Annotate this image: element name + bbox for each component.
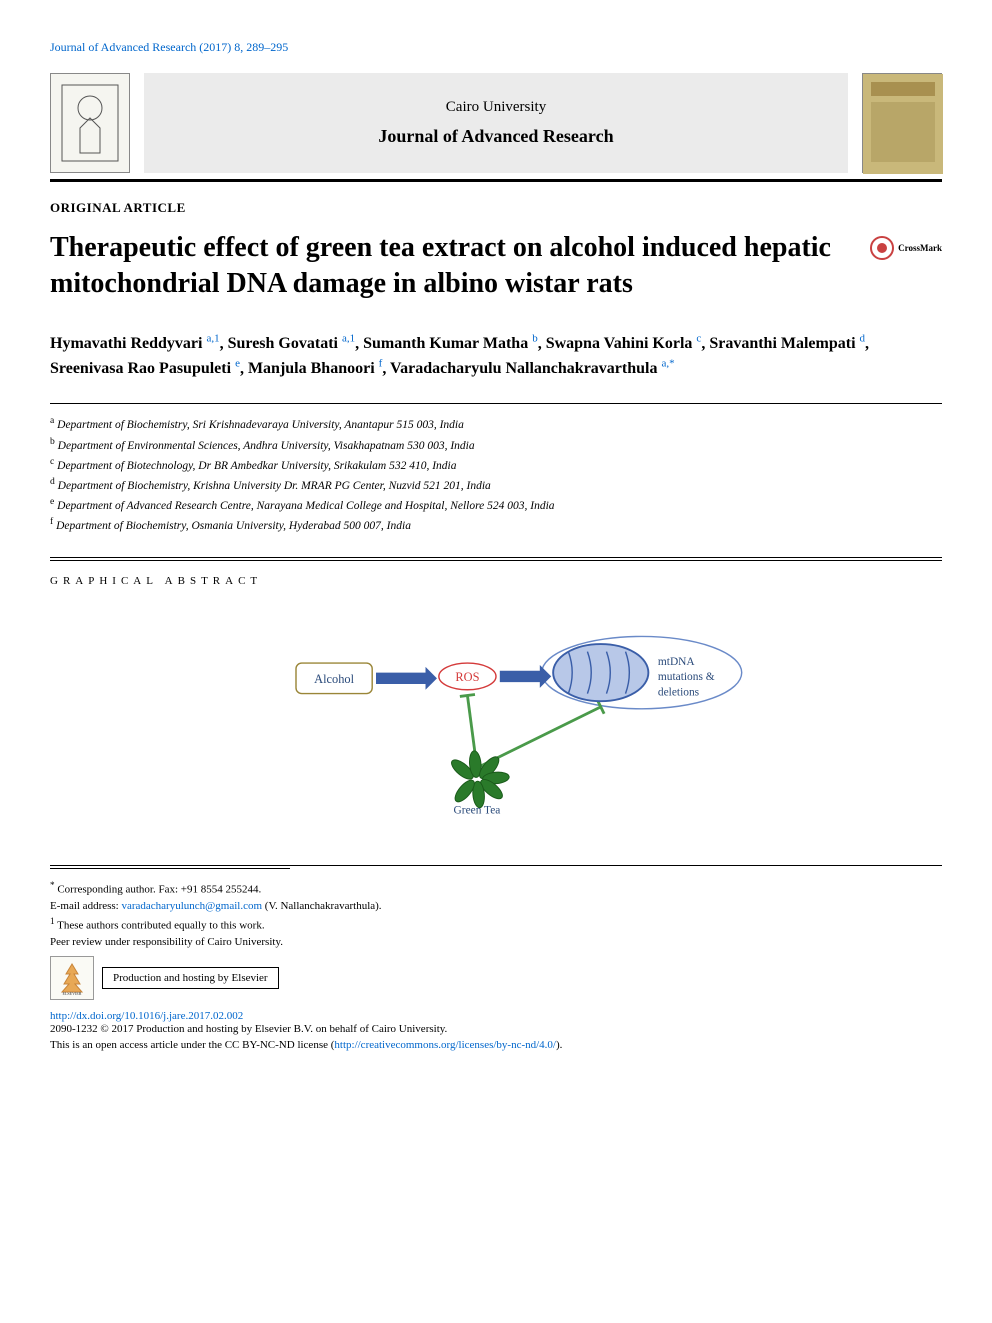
divider [50,868,290,869]
affiliation: b Department of Environmental Sciences, … [50,435,942,455]
email-note: E-mail address: varadacharyulunch@gmail.… [50,898,942,915]
university-name: Cairo University [446,99,546,116]
svg-text:mtDNA: mtDNA [658,656,696,668]
affiliation: c Department of Biotechnology, Dr BR Amb… [50,455,942,475]
journal-title-box: Cairo University Journal of Advanced Res… [144,73,848,173]
divider [50,179,942,182]
journal-name: Journal of Advanced Research [378,126,613,147]
running-header: Journal of Advanced Research (2017) 8, 2… [50,40,942,55]
elsevier-tree-icon: ELSEVIER [50,956,94,1000]
affiliations-list: a Department of Biochemistry, Sri Krishn… [50,414,942,534]
doi-link[interactable]: http://dx.doi.org/10.1016/j.jare.2017.02… [50,1010,942,1022]
graphical-abstract-figure: Alcohol ROS mtDNA mutations & deletions Green… [50,605,942,855]
author: Varadacharyulu Nallanchakravarthula a,* [390,360,675,377]
affiliation: a Department of Biochemistry, Sri Krishn… [50,414,942,434]
license-link[interactable]: http://creativecommons.org/licenses/by-n… [334,1039,556,1051]
divider [50,560,942,561]
affiliation: d Department of Biochemistry, Krishna Un… [50,475,942,495]
author: Swapna Vahini Korla c [546,335,702,352]
corresponding-note: * Corresponding author. Fax: +91 8554 25… [50,879,942,898]
production-box: ELSEVIER Production and hosting by Elsev… [50,956,942,1000]
copyright-line: 2090-1232 © 2017 Production and hosting … [50,1022,942,1053]
author: Sravanthi Malempati d [709,335,865,352]
crossmark-icon [870,236,894,260]
graphical-abstract-heading: GRAPHICAL ABSTRACT [50,575,942,587]
publisher-seal-icon [50,73,130,173]
footer-notes: * Corresponding author. Fax: +91 8554 25… [50,879,942,950]
article-type: ORIGINAL ARTICLE [50,200,942,216]
svg-text:mutations &: mutations & [658,671,715,683]
authors-list: Hymavathi Reddyvari a,1, Suresh Govatati… [50,331,942,382]
svg-text:ROS: ROS [455,670,479,684]
svg-text:Green Tea: Green Tea [454,804,501,816]
svg-text:ELSEVIER: ELSEVIER [63,991,82,996]
author: Sumanth Kumar Matha b [363,335,538,352]
production-text: Production and hosting by Elsevier [102,967,279,989]
author: Sreenivasa Rao Pasupuleti e [50,360,240,377]
journal-cover-icon [862,73,942,173]
author: Suresh Govatati a,1 [228,335,356,352]
author: Hymavathi Reddyvari a,1 [50,335,220,352]
divider [50,403,942,404]
equal-contrib-note: 1 These authors contributed equally to t… [50,915,942,934]
peer-review-note: Peer review under responsibility of Cair… [50,934,942,951]
crossmark-badge[interactable]: CrossMark [870,236,942,260]
crossmark-label: CrossMark [898,243,942,253]
email-link[interactable]: varadacharyulunch@gmail.com [121,900,262,912]
article-title: Therapeutic effect of green tea extract … [50,230,850,303]
title-row: Therapeutic effect of green tea extract … [50,230,942,303]
affiliation: f Department of Biochemistry, Osmania Un… [50,515,942,535]
divider [50,557,942,558]
author: Manjula Bhanoori f [248,360,382,377]
svg-text:Alcohol: Alcohol [314,672,354,686]
divider [50,865,942,866]
affiliation: e Department of Advanced Research Centre… [50,495,942,515]
journal-header: Cairo University Journal of Advanced Res… [50,73,942,173]
svg-text:deletions: deletions [658,686,700,698]
